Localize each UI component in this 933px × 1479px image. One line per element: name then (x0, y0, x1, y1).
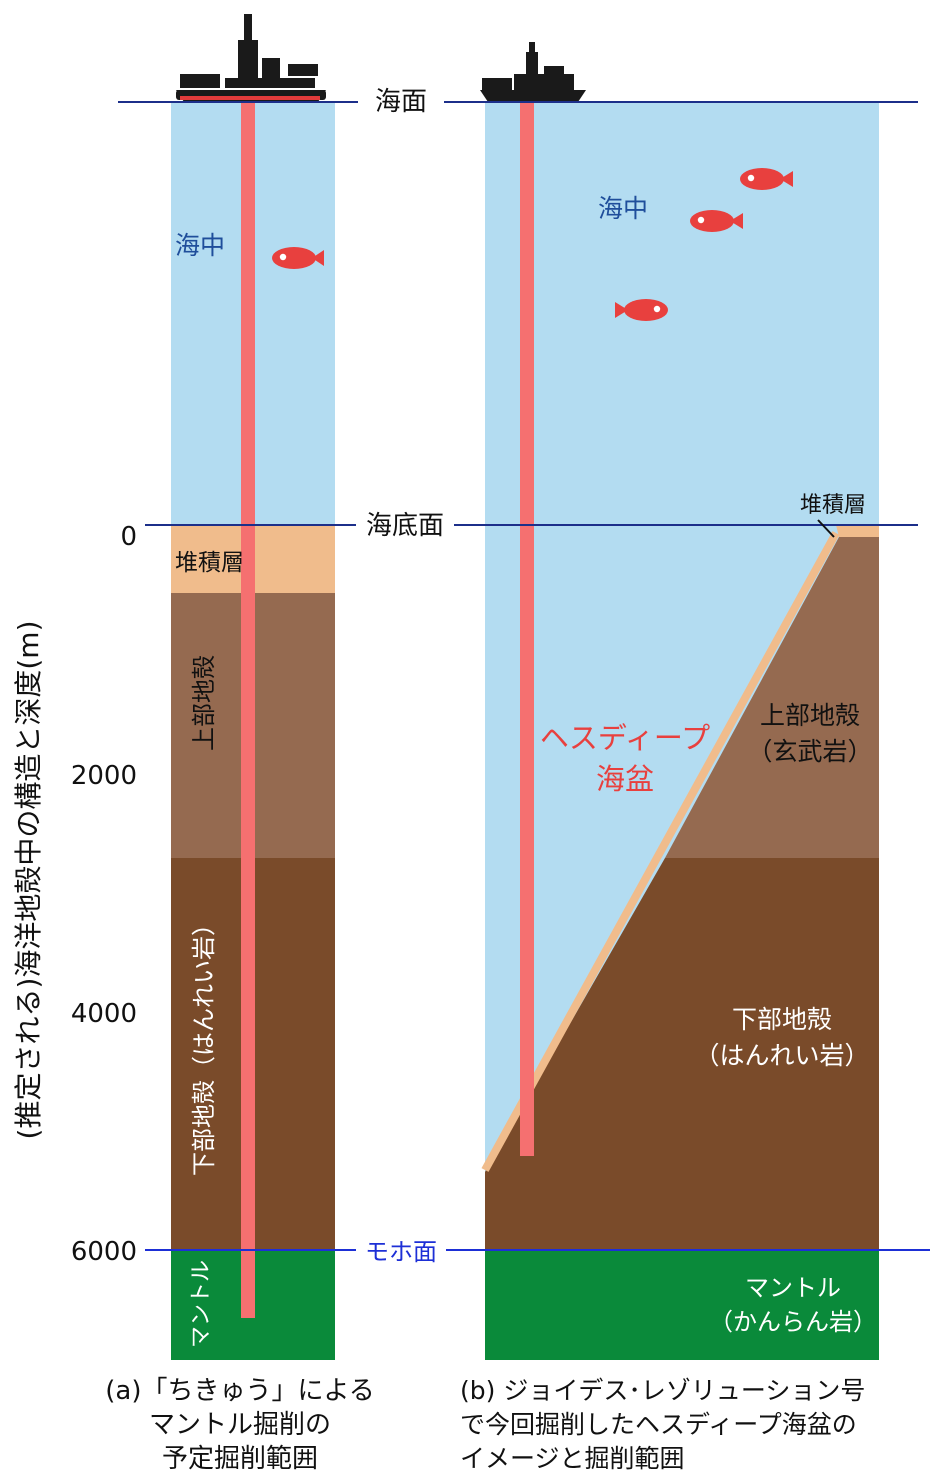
panel-a-caption-line2: マントル掘削の (148, 1410, 331, 1440)
hess-deep-label-line1: ヘスディープ (540, 721, 710, 755)
y-tick-2000: 2000 (71, 761, 137, 791)
fish-icon-a (272, 247, 324, 269)
panel-b-lower-crust-label-line1: 下部地殻 (732, 1005, 832, 1034)
panel-b-upper-crust (665, 537, 879, 858)
panel-b-caption-line3: イメージと掘削範囲 (460, 1444, 685, 1473)
panel-a-caption-line3: 予定掘削範囲 (161, 1444, 318, 1474)
fish-icon-b1 (740, 168, 793, 190)
panel-a-sea-label: 海中 (175, 231, 225, 260)
panel-b-upper-crust-label-line1: 上部地殻 (760, 701, 860, 730)
y-axis-label: (推定される)海洋地殻中の構造と深度(m) (12, 621, 45, 1140)
panel-a-caption: (a)「ちきゅう」による マントル掘削の 予定掘削範囲 (75, 1374, 405, 1476)
fish-icon-b2 (690, 210, 743, 232)
panel-a-lower-crust-label: 下部地殻（はんれい岩） (190, 912, 218, 1176)
panel-b-mantle-label-line1: マントル (745, 1274, 841, 1302)
ship-chikyu-icon (176, 14, 326, 102)
seafloor-label: 海底面 (366, 511, 444, 541)
sediment-leader-line (817, 519, 835, 538)
ship-joides-icon (480, 42, 586, 102)
panel-b-lower-crust-label-line2: （はんれい岩） (694, 1041, 869, 1070)
panel-b-caption: (b) ジョイデス･レゾリューション号 で今回掘削したヘスディープ海盆の イメー… (460, 1374, 930, 1476)
panel-a-upper-crust-label: 上部地殻 (190, 655, 218, 751)
hess-deep-label-line2: 海盆 (596, 762, 654, 796)
panel-a-sediment-label: 堆積層 (175, 550, 244, 576)
y-tick-6000: 6000 (71, 1237, 137, 1267)
panel-a-column (171, 100, 335, 1360)
sea-surface-label: 海面 (375, 87, 427, 117)
panel-a-drill-hole (241, 100, 255, 1318)
moho-label: モホ面 (365, 1238, 437, 1266)
fish-icon-b3 (615, 299, 668, 321)
panel-b-sediment-top (836, 525, 879, 537)
panel-b-slope-sediment (481, 531, 840, 1172)
panel-b-caption-line2: で今回掘削したヘスディープ海盆の (460, 1410, 857, 1439)
panel-b-upper-crust-label-line2: （玄武岩） (747, 737, 872, 766)
panel-b-drill-hole (520, 100, 534, 1156)
panel-b-caption-line1: (b) ジョイデス･レゾリューション号 (460, 1376, 866, 1405)
panel-b-column (481, 100, 879, 1360)
panel-b-sediment-label: 堆積層 (800, 493, 866, 518)
panel-a-mantle-label: マントル (189, 1260, 214, 1348)
panel-b-mantle-label-line2: （かんらん岩） (709, 1308, 877, 1336)
panel-b-sea-label: 海中 (598, 194, 648, 223)
y-tick-0: 0 (120, 522, 137, 552)
panel-b-mantle (485, 1250, 879, 1360)
panel-a-caption-line1: (a)「ちきゅう」による (105, 1376, 375, 1406)
y-tick-4000: 4000 (71, 999, 137, 1029)
